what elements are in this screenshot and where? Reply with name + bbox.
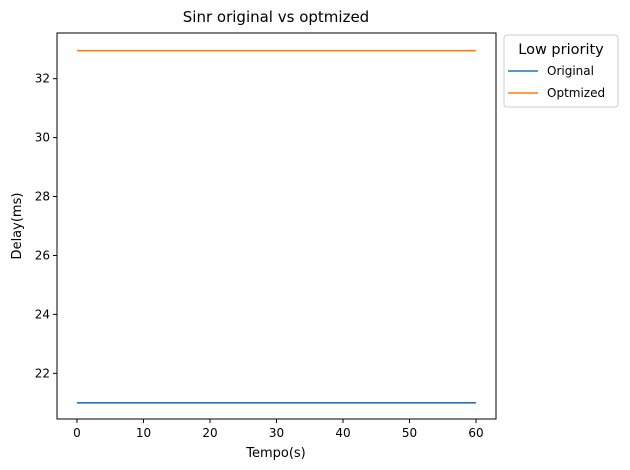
legend-title: Low priority (518, 42, 604, 58)
x-tick-label: 0 (73, 426, 81, 440)
y-axis-ticks: 22 24 26 28 30 32 (35, 72, 57, 380)
x-tick-label: 50 (402, 426, 417, 440)
chart-title: Sinr original vs optmized (183, 8, 369, 26)
x-tick-label: 30 (269, 426, 284, 440)
y-axis-label: Delay(ms) (10, 193, 25, 260)
x-tick-label: 40 (335, 426, 350, 440)
legend: Low priority Original Optmized (503, 34, 619, 108)
y-tick-label: 30 (35, 131, 50, 145)
series-layer (76, 49, 477, 404)
plot-area (56, 32, 497, 420)
legend-box (503, 34, 619, 108)
x-tick-label: 60 (468, 426, 483, 440)
legend-label-original: Original (547, 64, 594, 78)
y-tick-label: 26 (35, 248, 50, 262)
x-axis-label: Tempo(s) (245, 446, 306, 461)
x-tick-label: 20 (202, 426, 217, 440)
legend-items: Original Optmized (508, 64, 605, 100)
y-tick-label: 32 (35, 72, 50, 86)
y-tick-label: 24 (35, 307, 50, 321)
x-tick-label: 10 (136, 426, 151, 440)
plot-frame (56, 32, 497, 420)
y-tick-label: 22 (35, 366, 50, 380)
y-tick-label: 28 (35, 190, 50, 204)
legend-label-optmized: Optmized (547, 86, 605, 100)
x-axis-ticks: 0 10 20 30 40 50 60 (73, 419, 484, 440)
